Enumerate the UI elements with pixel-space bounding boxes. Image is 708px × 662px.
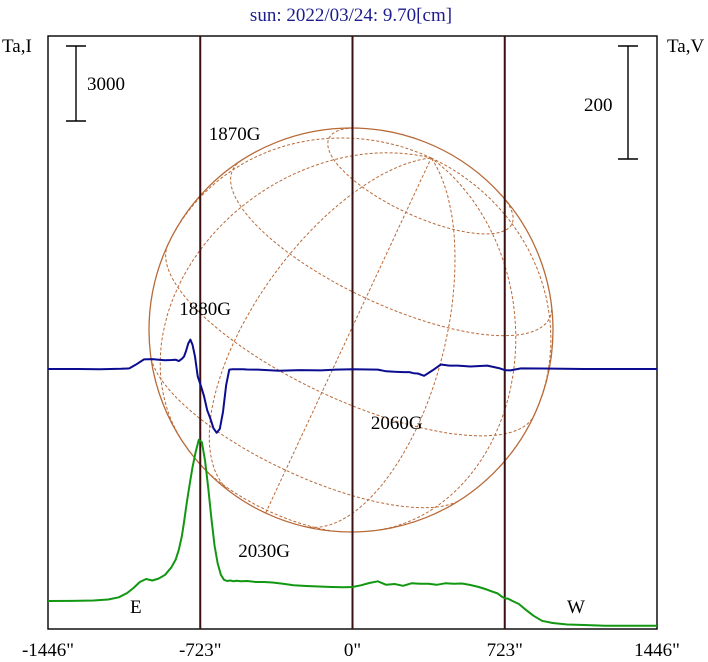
left-scale-label: 3000: [87, 74, 125, 95]
meridian-line: [304, 157, 456, 528]
series-layer: [47, 338, 657, 627]
x-tick-label: 1446": [634, 640, 680, 661]
meridian-line: [167, 137, 432, 245]
meridian-line: [159, 152, 432, 438]
right-scale-bar: [618, 45, 638, 160]
right-scale-label: 200: [584, 95, 613, 116]
annotation-label: 1880G: [179, 299, 231, 320]
right-axis-label: Ta,V: [667, 36, 704, 57]
chart-title: sun: 2022/03/24: 9.70[cm]: [250, 5, 452, 26]
parallel-line: [230, 159, 553, 337]
parallel-line: [327, 127, 514, 235]
left-scale-bar: [66, 45, 86, 122]
meridian-line: [379, 157, 517, 531]
series-stokes-v: [48, 338, 657, 434]
parallel-line: [165, 244, 535, 437]
x-tick-label: -1446": [22, 640, 74, 661]
x-tick-label: 723": [487, 640, 523, 661]
meridian-line: [430, 157, 552, 416]
east-label: E: [130, 597, 142, 618]
annotation-label: 2060G: [371, 413, 423, 434]
x-axis-ticks: -1446" -723" 0" 723" 1446": [22, 640, 680, 661]
solar-disk-grid: [148, 127, 554, 533]
parallel-line: [203, 467, 340, 533]
limb-lines: [199, 36, 506, 629]
west-label: W: [567, 597, 585, 618]
meridian-line: [265, 157, 432, 514]
annotations: 1870G 1880G 2030G 2060G: [179, 124, 423, 562]
annotation-label: 1870G: [209, 124, 261, 145]
annotation-label: 2030G: [238, 541, 290, 562]
parallel-line: [150, 358, 458, 509]
x-tick-label: -723": [179, 640, 222, 661]
left-axis-label: Ta,I: [2, 36, 32, 57]
x-tick-label: 0": [344, 640, 361, 661]
series-stokes-i: [47, 438, 657, 627]
meridian-line: [208, 157, 432, 493]
